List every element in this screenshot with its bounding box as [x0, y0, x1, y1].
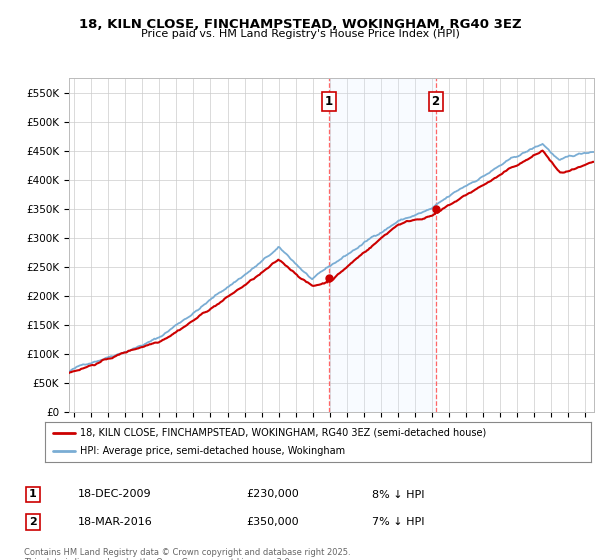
Text: 18, KILN CLOSE, FINCHAMPSTEAD, WOKINGHAM, RG40 3EZ (semi-detached house): 18, KILN CLOSE, FINCHAMPSTEAD, WOKINGHAM…: [80, 428, 487, 437]
Text: HPI: Average price, semi-detached house, Wokingham: HPI: Average price, semi-detached house,…: [80, 446, 346, 456]
Text: 7% ↓ HPI: 7% ↓ HPI: [372, 517, 425, 527]
Text: £350,000: £350,000: [246, 517, 299, 527]
Text: Price paid vs. HM Land Registry's House Price Index (HPI): Price paid vs. HM Land Registry's House …: [140, 29, 460, 39]
Text: 18, KILN CLOSE, FINCHAMPSTEAD, WOKINGHAM, RG40 3EZ: 18, KILN CLOSE, FINCHAMPSTEAD, WOKINGHAM…: [79, 18, 521, 31]
Text: 1: 1: [325, 95, 333, 108]
Text: 8% ↓ HPI: 8% ↓ HPI: [372, 489, 425, 500]
Text: Contains HM Land Registry data © Crown copyright and database right 2025.
This d: Contains HM Land Registry data © Crown c…: [24, 548, 350, 560]
Text: 2: 2: [431, 95, 440, 108]
Text: 18-DEC-2009: 18-DEC-2009: [78, 489, 152, 500]
Text: 2: 2: [29, 517, 37, 527]
Text: 18-MAR-2016: 18-MAR-2016: [78, 517, 153, 527]
Text: 1: 1: [29, 489, 37, 500]
Bar: [329, 78, 436, 412]
Text: £230,000: £230,000: [246, 489, 299, 500]
